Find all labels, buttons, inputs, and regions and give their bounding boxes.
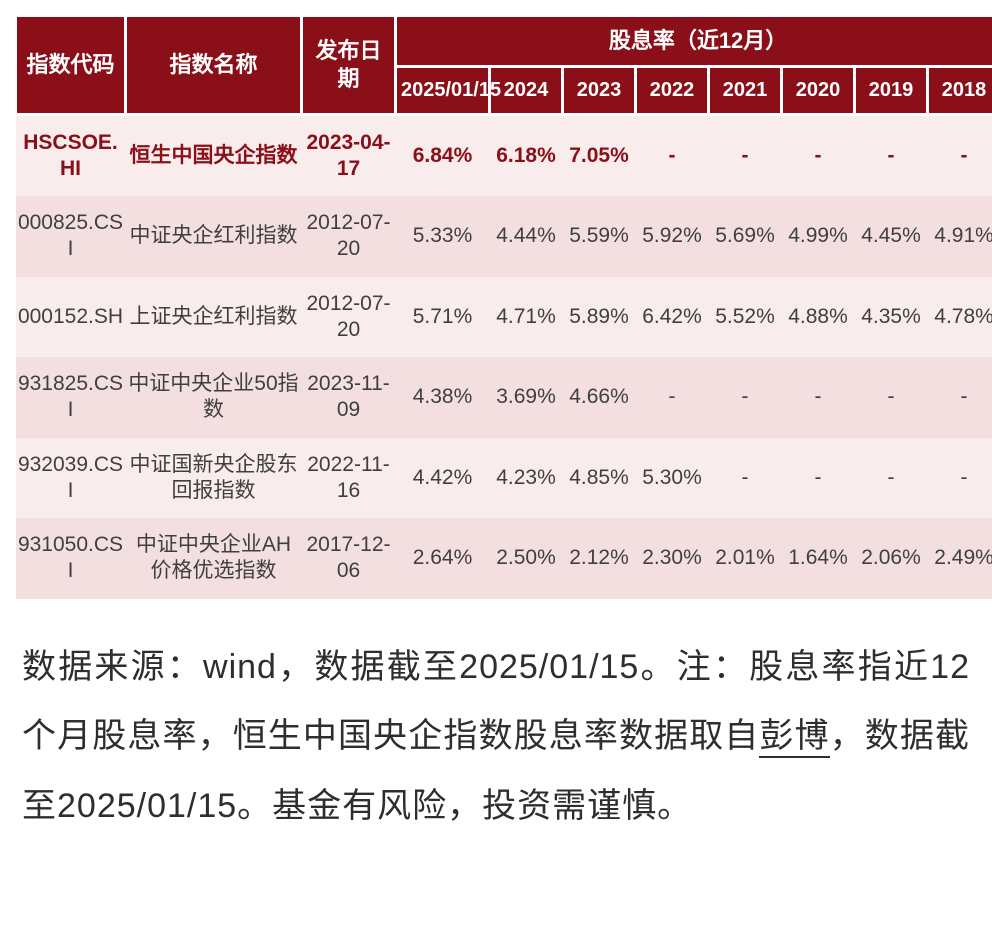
cell-y4: 5.52% (709, 277, 782, 358)
cell-y2: 2.12% (563, 518, 636, 599)
cell-y4: - (709, 114, 782, 196)
cell-code: 931825.CSI (16, 357, 126, 438)
cell-y0: 5.71% (396, 277, 490, 358)
cell-y7: - (928, 438, 992, 519)
cell-y2: 4.85% (563, 438, 636, 519)
cell-date: 2017-12-06 (302, 518, 396, 599)
cell-y1: 4.44% (490, 196, 563, 277)
col-header-year: 2022 (636, 66, 709, 114)
cell-y0: 2.64% (396, 518, 490, 599)
cell-y3: 6.42% (636, 277, 709, 358)
cell-y0: 4.38% (396, 357, 490, 438)
cell-y2: 5.89% (563, 277, 636, 358)
cell-y3: - (636, 114, 709, 196)
cell-y4: 2.01% (709, 518, 782, 599)
cell-y7: 2.49% (928, 518, 992, 599)
cell-y2: 4.66% (563, 357, 636, 438)
cell-code: 931050.CSI (16, 518, 126, 599)
col-header-year: 2019 (855, 66, 928, 114)
cell-y6: 4.35% (855, 277, 928, 358)
cell-y1: 3.69% (490, 357, 563, 438)
cell-y3: 2.30% (636, 518, 709, 599)
cell-date: 2012-07-20 (302, 196, 396, 277)
table-row: 932039.CSI中证国新央企股东回报指数2022-11-164.42%4.2… (16, 438, 992, 519)
cell-y7: - (928, 114, 992, 196)
table-row: 931050.CSI中证中央企业AH价格优选指数2017-12-062.64%2… (16, 518, 992, 599)
cell-y5: - (782, 357, 855, 438)
cell-y4: - (709, 438, 782, 519)
table-row: HSCSOE.HI恒生中国央企指数2023-04-176.84%6.18%7.0… (16, 114, 992, 196)
cell-code: HSCSOE.HI (16, 114, 126, 196)
cell-y6: - (855, 438, 928, 519)
table-row: 931825.CSI中证中央企业50指数2023-11-094.38%3.69%… (16, 357, 992, 438)
col-header-name: 指数名称 (126, 16, 302, 115)
cell-name: 中证国新央企股东回报指数 (126, 438, 302, 519)
cell-y6: 4.45% (855, 196, 928, 277)
cell-y5: - (782, 114, 855, 196)
col-header-year: 2020 (782, 66, 855, 114)
table-container: 指数代码 指数名称 发布日期 股息率（近12月） 2025/01/15 2024… (0, 0, 992, 599)
cell-name: 中证央企红利指数 (126, 196, 302, 277)
cell-y5: 4.88% (782, 277, 855, 358)
cell-name: 中证中央企业50指数 (126, 357, 302, 438)
cell-y1: 6.18% (490, 114, 563, 196)
cell-y0: 4.42% (396, 438, 490, 519)
table-row: 000825.CSI中证央企红利指数2012-07-205.33%4.44%5.… (16, 196, 992, 277)
cell-y2: 5.59% (563, 196, 636, 277)
cell-name: 恒生中国央企指数 (126, 114, 302, 196)
cell-date: 2012-07-20 (302, 277, 396, 358)
table-header: 指数代码 指数名称 发布日期 股息率（近12月） 2025/01/15 2024… (16, 16, 992, 115)
col-header-year: 2021 (709, 66, 782, 114)
col-header-year: 2018 (928, 66, 992, 114)
cell-y7: - (928, 357, 992, 438)
cell-y4: - (709, 357, 782, 438)
cell-y7: 4.91% (928, 196, 992, 277)
cell-y6: - (855, 114, 928, 196)
cell-y1: 4.71% (490, 277, 563, 358)
cell-date: 2023-11-09 (302, 357, 396, 438)
footnote-underlined: 彭博 (759, 717, 829, 758)
cell-code: 000152.SH (16, 277, 126, 358)
cell-y0: 5.33% (396, 196, 490, 277)
cell-y6: 2.06% (855, 518, 928, 599)
footnote: 数据来源：wind，数据截至2025/01/15。注：股息率指近12个月股息率，… (0, 599, 992, 872)
cell-y3: - (636, 357, 709, 438)
cell-code: 000825.CSI (16, 196, 126, 277)
col-header-date: 发布日期 (302, 16, 396, 115)
cell-date: 2022-11-16 (302, 438, 396, 519)
cell-y3: 5.30% (636, 438, 709, 519)
cell-y3: 5.92% (636, 196, 709, 277)
table-row: 000152.SH上证央企红利指数2012-07-205.71%4.71%5.8… (16, 277, 992, 358)
cell-code: 932039.CSI (16, 438, 126, 519)
cell-y1: 2.50% (490, 518, 563, 599)
cell-y5: 1.64% (782, 518, 855, 599)
cell-y6: - (855, 357, 928, 438)
cell-date: 2023-04-17 (302, 114, 396, 196)
cell-y0: 6.84% (396, 114, 490, 196)
table-body: HSCSOE.HI恒生中国央企指数2023-04-176.84%6.18%7.0… (16, 114, 992, 599)
dividend-yield-table: 指数代码 指数名称 发布日期 股息率（近12月） 2025/01/15 2024… (14, 14, 992, 599)
cell-y7: 4.78% (928, 277, 992, 358)
col-header-group: 股息率（近12月） (396, 16, 992, 67)
cell-y2: 7.05% (563, 114, 636, 196)
col-header-year: 2025/01/15 (396, 66, 490, 114)
cell-y1: 4.23% (490, 438, 563, 519)
cell-y5: 4.99% (782, 196, 855, 277)
cell-y4: 5.69% (709, 196, 782, 277)
col-header-code: 指数代码 (16, 16, 126, 115)
col-header-year: 2023 (563, 66, 636, 114)
cell-name: 上证央企红利指数 (126, 277, 302, 358)
cell-y5: - (782, 438, 855, 519)
cell-name: 中证中央企业AH价格优选指数 (126, 518, 302, 599)
